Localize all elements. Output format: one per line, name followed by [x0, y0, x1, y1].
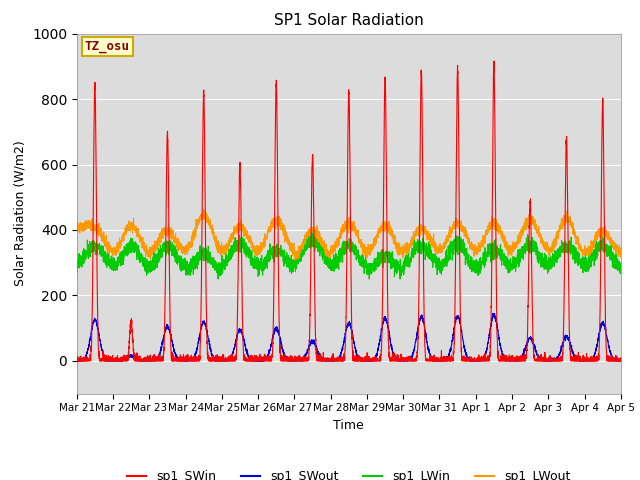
sp1_LWout	[471, 248, 479, 254]
sp1_LWin	[441, 258, 449, 264]
sp1_SWin	[616, 355, 624, 361]
sp1_SWin	[171, 358, 179, 364]
sp1_SWin	[441, 358, 449, 364]
sp1_LWin	[617, 262, 625, 267]
Text: TZ_osu: TZ_osu	[85, 40, 130, 53]
Title: SP1 Solar Radiation: SP1 Solar Radiation	[274, 13, 424, 28]
sp1_LWout	[329, 250, 337, 256]
sp1_SWin	[471, 357, 479, 363]
sp1_LWout	[291, 256, 299, 262]
Line: sp1_LWout: sp1_LWout	[77, 209, 621, 259]
sp1_SWout	[471, 356, 479, 362]
sp1_LWin	[329, 262, 337, 268]
sp1_SWin	[490, 58, 498, 64]
sp1_LWin	[616, 271, 624, 276]
sp1_LWout	[73, 219, 81, 225]
sp1_LWout	[171, 235, 179, 241]
sp1_SWout	[328, 358, 336, 364]
Legend: sp1_SWin, sp1_SWout, sp1_LWin, sp1_LWout: sp1_SWin, sp1_SWout, sp1_LWin, sp1_LWout	[122, 465, 575, 480]
sp1_LWout	[617, 246, 625, 252]
sp1_SWout	[440, 358, 448, 364]
sp1_SWin	[73, 357, 81, 362]
sp1_SWin	[329, 356, 337, 361]
sp1_SWin	[502, 358, 509, 364]
Line: sp1_SWout: sp1_SWout	[77, 313, 621, 361]
sp1_SWout	[171, 348, 179, 354]
sp1_LWin	[502, 253, 509, 259]
Y-axis label: Solar Radiation (W/m2): Solar Radiation (W/m2)	[13, 141, 26, 287]
Line: sp1_SWin: sp1_SWin	[77, 61, 621, 361]
sp1_LWin	[308, 228, 316, 234]
sp1_LWin	[73, 256, 81, 262]
sp1_LWout	[200, 206, 207, 212]
sp1_LWout	[616, 249, 624, 255]
sp1_LWout	[502, 241, 509, 247]
sp1_SWout	[73, 358, 81, 364]
sp1_SWout	[617, 358, 625, 364]
Line: sp1_LWin: sp1_LWin	[77, 231, 621, 279]
sp1_LWin	[471, 261, 479, 267]
sp1_LWin	[214, 276, 222, 282]
sp1_SWout	[490, 311, 498, 316]
sp1_SWin	[73, 358, 81, 364]
sp1_SWout	[502, 355, 509, 361]
sp1_SWout	[616, 358, 624, 364]
sp1_LWout	[441, 240, 449, 246]
sp1_SWin	[617, 358, 625, 364]
X-axis label: Time: Time	[333, 419, 364, 432]
sp1_LWin	[171, 249, 179, 254]
